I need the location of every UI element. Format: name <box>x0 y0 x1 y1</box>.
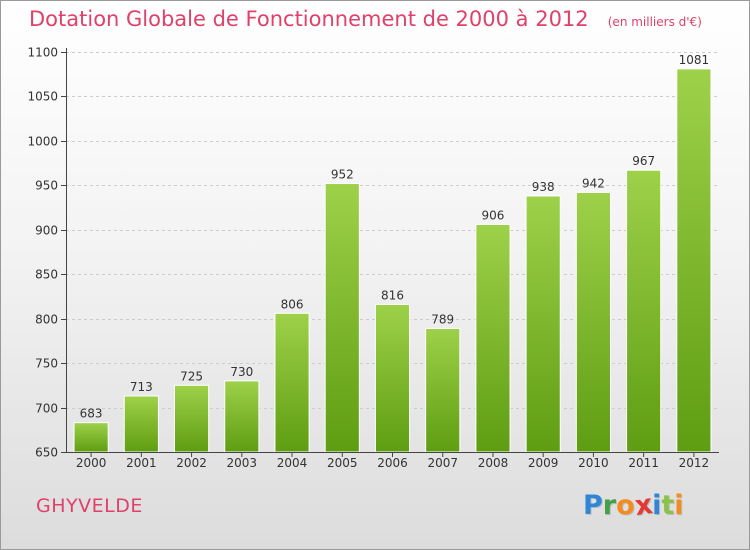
data-label: 725 <box>180 369 203 383</box>
data-label: 713 <box>130 380 153 394</box>
y-tick-label: 950 <box>35 179 58 193</box>
bar <box>676 68 712 453</box>
data-label: 942 <box>582 176 605 190</box>
chart-title: Dotation Globale de Fonctionnement de 20… <box>29 7 589 31</box>
data-label: 806 <box>281 297 304 311</box>
logo-letter: i <box>652 490 662 521</box>
y-tick-label: 750 <box>35 357 58 371</box>
data-label: 789 <box>431 312 454 326</box>
commune-name: GHYVELDE <box>36 495 143 517</box>
bar <box>224 380 260 453</box>
title-row: Dotation Globale de Fonctionnement de 20… <box>29 7 702 31</box>
bars <box>73 68 712 453</box>
bar <box>123 395 159 453</box>
bar <box>73 422 109 453</box>
x-tick-label: 2006 <box>377 456 408 470</box>
y-tick-label: 900 <box>35 224 58 238</box>
x-tick-label: 2011 <box>628 456 659 470</box>
y-tick-label: 800 <box>35 313 58 327</box>
logo-letter: r <box>602 490 617 521</box>
x-tick-label: 2004 <box>277 456 308 470</box>
x-tick-label: 2000 <box>76 456 107 470</box>
y-tick-label: 1100 <box>27 46 58 60</box>
x-tick-label: 2012 <box>679 456 710 470</box>
bar <box>525 195 561 453</box>
y-tick-label: 700 <box>35 402 58 416</box>
x-tick-label: 2003 <box>227 456 258 470</box>
data-label: 1081 <box>679 53 710 67</box>
bar <box>374 303 411 453</box>
logo-letter: P <box>583 490 603 521</box>
x-tick-label: 2010 <box>578 456 609 470</box>
bar <box>173 384 210 453</box>
y-tick-label: 1050 <box>27 90 58 104</box>
data-label: 967 <box>632 154 655 168</box>
bar <box>425 327 461 453</box>
logo-letter: t <box>661 490 675 521</box>
data-label: 730 <box>230 365 253 379</box>
bar <box>274 312 310 453</box>
x-tick-label: 2008 <box>478 456 509 470</box>
y-tick-label: 1000 <box>27 135 58 149</box>
labels: 650 700 750 800 850 900 950 1000 1050 1100 683 2000… <box>27 46 709 471</box>
x-tick-label: 2005 <box>327 456 358 470</box>
x-tick-label: 2001 <box>126 456 157 470</box>
chart-subtitle: (en milliers d'€) <box>607 15 702 29</box>
data-label: 683 <box>80 407 103 421</box>
x-tick-label: 2002 <box>176 456 207 470</box>
bar <box>324 183 360 453</box>
data-label: 906 <box>482 208 505 222</box>
logo-letter: i <box>674 490 684 521</box>
y-tick-label: 650 <box>35 446 58 460</box>
bar <box>626 169 662 453</box>
bar <box>475 223 511 453</box>
bar <box>575 191 612 453</box>
x-tick-label: 2009 <box>528 456 559 470</box>
x-tick-label: 2007 <box>427 456 458 470</box>
axes <box>61 48 719 457</box>
y-tick-label: 850 <box>35 268 58 282</box>
data-label: 938 <box>532 180 555 194</box>
proxiti-logo: Proxiti <box>583 488 684 523</box>
data-label: 952 <box>331 168 354 182</box>
data-label: 816 <box>381 288 404 302</box>
logo-letter: x <box>632 488 655 523</box>
logo-letter: o <box>616 490 635 521</box>
